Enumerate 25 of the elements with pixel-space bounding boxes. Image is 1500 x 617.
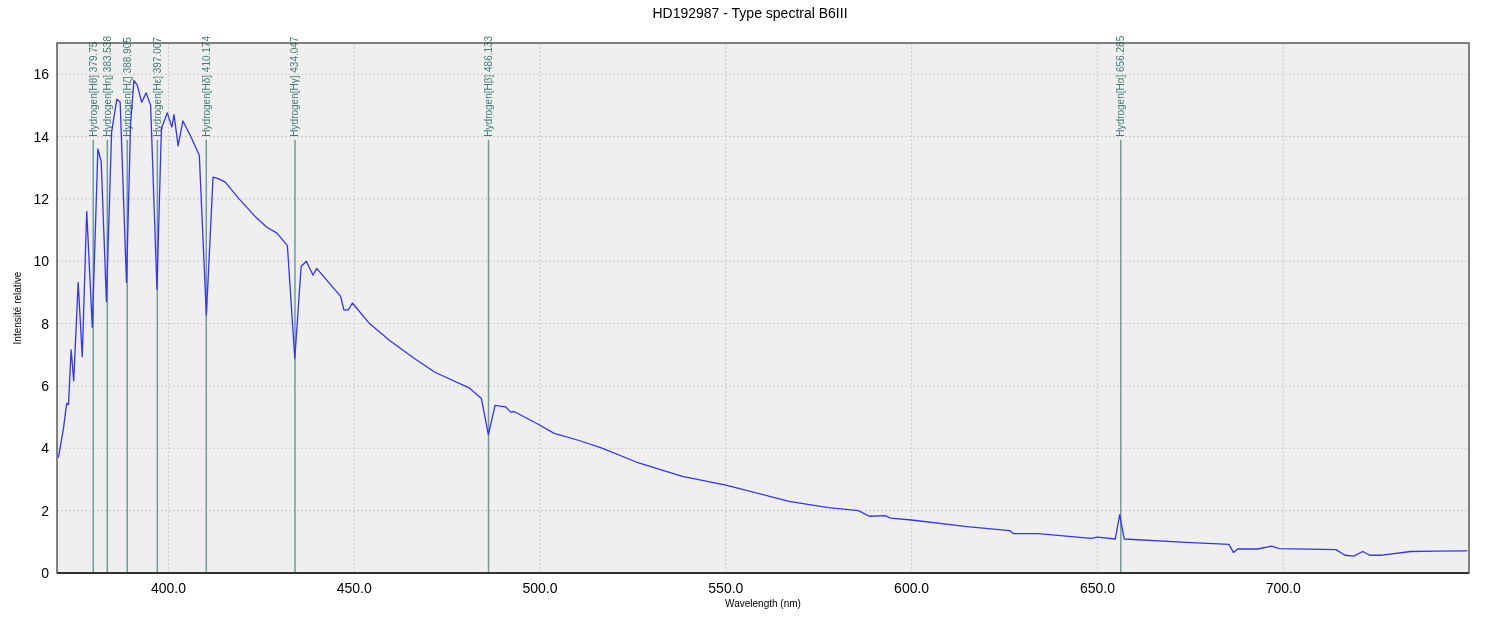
ref-line-label: Hydrogen[Hη] 383.538 <box>101 35 113 137</box>
x-axis-title: Wavelength (nm) <box>725 598 801 609</box>
ref-line-label: Hydrogen[Hβ] 486.133 <box>483 35 495 137</box>
ref-line-label: Hydrogen[Hδ] 410.174 <box>200 35 212 137</box>
y-tick-label: 0 <box>41 565 50 581</box>
y-tick-label: 16 <box>33 66 50 83</box>
y-tick-label: 2 <box>41 502 50 519</box>
y-tick-label: 12 <box>33 190 50 207</box>
y-tick-label: 14 <box>33 128 50 145</box>
ref-line-label: Hydrogen[Hε] 397.007 <box>151 36 163 137</box>
ref-line-label: Hydrogen[Hζ] 388.905 <box>121 36 134 137</box>
x-tick-label: 650.0 <box>1079 580 1116 596</box>
x-tick-label: 400.0 <box>150 580 187 596</box>
x-tick-label: 450.0 <box>336 580 372 596</box>
y-tick-label: 8 <box>41 315 50 332</box>
x-tick-label: 500.0 <box>522 580 558 596</box>
y-tick-label: 6 <box>41 377 50 394</box>
x-tick-label: 550.0 <box>708 580 744 596</box>
chart-title: HD192987 - Type spectral B6III <box>652 5 848 21</box>
x-tick-label: 600.0 <box>894 580 930 596</box>
y-tick-label: 4 <box>41 440 50 457</box>
x-tick-label: 700.0 <box>1265 580 1301 596</box>
y-tick-label: 10 <box>33 253 50 270</box>
y-axis-title: Intensité relative <box>12 271 23 345</box>
ref-line-label: Hydrogen[Hα] 656.285 <box>1115 35 1127 137</box>
